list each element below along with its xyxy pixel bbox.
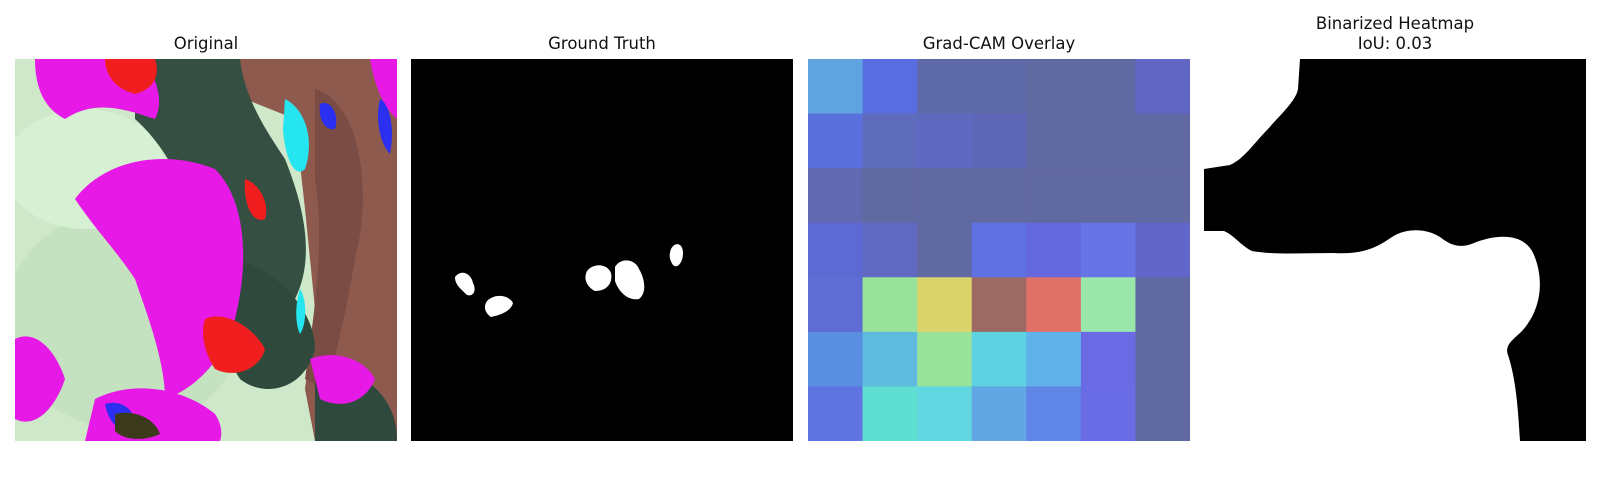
gradcam-cell	[1026, 168, 1082, 224]
gradcam-cell	[1026, 386, 1082, 441]
panel-title: Grad-CAM Overlay	[922, 34, 1076, 53]
gradcam-cell	[1135, 113, 1190, 169]
gradcam-cell	[862, 277, 918, 333]
gradcam-cell	[917, 113, 973, 169]
gradcam-cell	[808, 59, 864, 115]
gradcam-cell	[1026, 331, 1082, 387]
gradcam-cell	[971, 113, 1027, 169]
gradcam-cell	[917, 59, 973, 115]
gradcam-cell	[1080, 59, 1136, 115]
gradcam-cell	[808, 331, 864, 387]
gradcam-cell	[808, 277, 864, 333]
gradcam-cell	[1135, 331, 1190, 387]
gradcam-cell	[1026, 277, 1082, 333]
panel-title: Original	[173, 34, 239, 53]
gradcam-cell	[808, 113, 864, 169]
gradcam-cell	[1026, 222, 1082, 278]
gradcam-cell	[971, 59, 1027, 115]
panel-title: Ground Truth	[548, 34, 656, 53]
ground-truth-mask	[411, 59, 793, 441]
gradcam-cell	[971, 277, 1027, 333]
gradcam-cell	[1026, 59, 1082, 115]
gradcam-cell	[808, 386, 864, 441]
gradcam-cell	[862, 168, 918, 224]
gradcam-cell	[862, 386, 918, 441]
gradcam-cell	[1026, 113, 1082, 169]
gradcam-overlay	[808, 59, 1190, 441]
gradcam-cell	[917, 222, 973, 278]
gradcam-cell	[1080, 222, 1136, 278]
gradcam-cell	[1135, 168, 1190, 224]
binarized-heatmap	[1204, 59, 1586, 441]
gradcam-cell	[808, 168, 864, 224]
original-image	[15, 59, 397, 441]
gradcam-cell	[917, 331, 973, 387]
gradcam-cell	[1135, 277, 1190, 333]
gradcam-cell	[917, 386, 973, 441]
gradcam-cell	[1080, 331, 1136, 387]
gradcam-cell	[1080, 168, 1136, 224]
gradcam-cell	[808, 222, 864, 278]
gradcam-cell	[971, 222, 1027, 278]
gradcam-cell	[971, 168, 1027, 224]
gradcam-cell	[917, 277, 973, 333]
gradcam-cell	[862, 59, 918, 115]
gradcam-cell	[971, 386, 1027, 441]
gradcam-cell	[862, 331, 918, 387]
gradcam-cell	[917, 168, 973, 224]
gradcam-cell	[1080, 277, 1136, 333]
gradcam-cell	[1135, 386, 1190, 441]
gradcam-cell	[1080, 113, 1136, 169]
gradcam-cell	[1135, 222, 1190, 278]
panel-title: Binarized Heatmap	[1315, 14, 1475, 33]
gradcam-cell	[1080, 386, 1136, 441]
gradcam-cell	[862, 113, 918, 169]
gradcam-cell	[862, 222, 918, 278]
iou-score: IoU: 0.03	[1357, 34, 1433, 53]
gradcam-cell	[1135, 59, 1190, 115]
gradcam-cell	[971, 331, 1027, 387]
